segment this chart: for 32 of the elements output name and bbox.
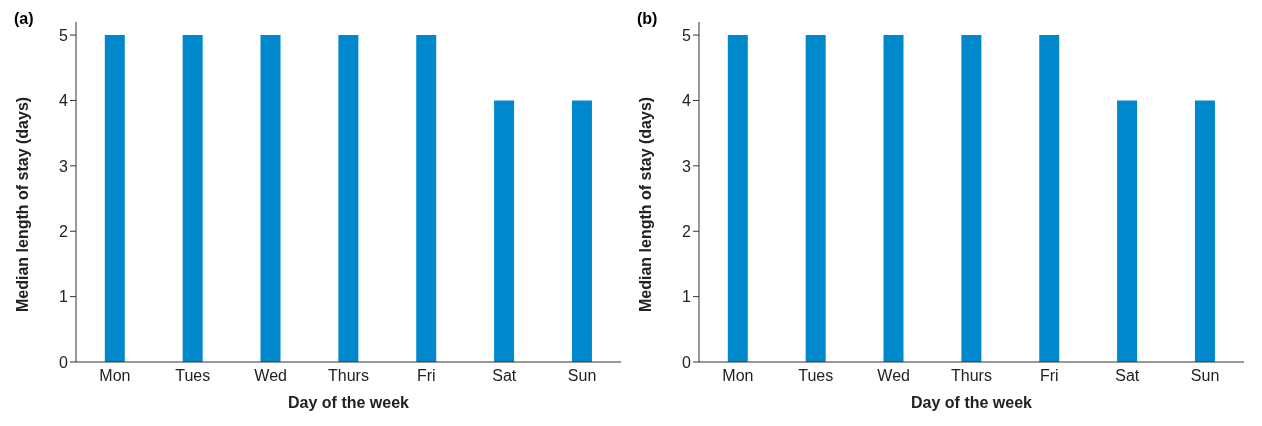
y-tick-label: 0: [682, 353, 692, 371]
x-tick-label: Sat: [1115, 367, 1140, 385]
chart-title: (a): [14, 10, 34, 28]
y-tick-label: 1: [59, 288, 69, 306]
y-axis-title: Median length of stay (days): [636, 96, 654, 312]
x-tick-label: Mon: [722, 367, 754, 385]
x-tick-label: Sun: [1190, 367, 1220, 385]
y-axis-title: Median length of stay (days): [13, 96, 31, 312]
x-axis-title: Day of the week: [911, 394, 1033, 411]
x-tick-label: Sat: [492, 367, 517, 385]
x-tick-label: Tues: [175, 367, 211, 385]
x-tick-label: Mon: [99, 367, 131, 385]
y-tick-label: 4: [59, 92, 69, 110]
x-tick-label: Thurs: [328, 367, 369, 385]
y-tick-label: 2: [59, 222, 69, 240]
y-tick-label: 5: [59, 26, 69, 44]
x-tick-label: Wed: [254, 367, 287, 385]
y-tick-label: 1: [682, 288, 692, 306]
y-tick-label: 2: [682, 222, 692, 240]
y-tick-label: 4: [682, 92, 692, 110]
y-tick-label: 3: [59, 157, 69, 175]
y-tick-label: 5: [682, 26, 692, 44]
x-tick-label: Thurs: [951, 367, 992, 385]
x-tick-label: Fri: [417, 367, 436, 385]
y-tick-label: 0: [59, 353, 69, 371]
x-tick-label: Tues: [798, 367, 834, 385]
y-tick-label: 3: [682, 157, 692, 175]
x-tick-label: Wed: [877, 367, 910, 385]
x-axis-title: Day of the week: [288, 394, 410, 411]
x-tick-label: Fri: [1040, 367, 1059, 385]
chart-title: (b): [637, 10, 658, 28]
x-tick-label: Sun: [567, 367, 597, 385]
